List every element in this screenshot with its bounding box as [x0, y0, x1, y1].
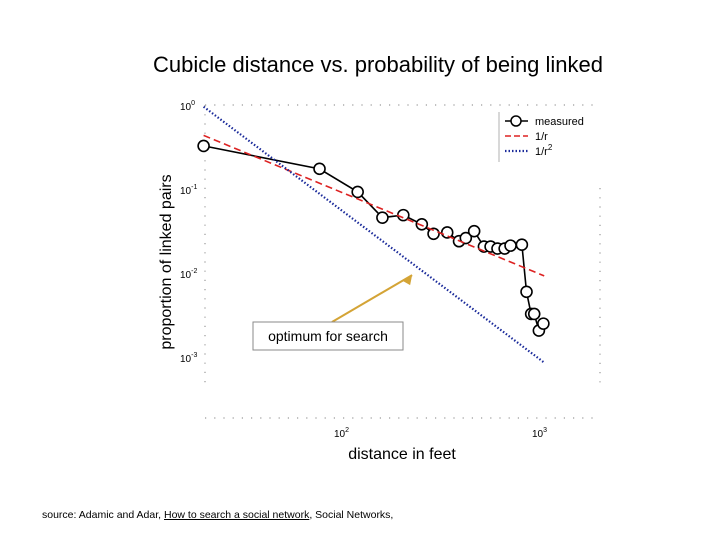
measured-point	[459, 231, 473, 245]
measured-point	[504, 239, 517, 252]
series-line-1	[203, 134, 545, 277]
x-tick-label: 103	[532, 427, 547, 440]
annotation-box	[252, 321, 404, 351]
x-axis-label: distance in feet	[348, 446, 456, 463]
measured-point	[440, 226, 454, 239]
measured-point	[515, 238, 529, 252]
series-line-0	[203, 145, 545, 333]
measured-point	[376, 211, 389, 224]
legend-marker	[510, 115, 522, 127]
x-tick-label: 102	[334, 427, 349, 440]
measured-point	[351, 185, 364, 199]
y-tick-label: 10-1	[180, 184, 197, 197]
source-suffix: , Social Networks,	[309, 509, 394, 521]
slide-title: Cubicle distance vs. probability of bein…	[152, 52, 604, 77]
series-line-2	[202, 105, 545, 364]
measured-point	[520, 285, 533, 299]
measured-point	[537, 317, 550, 330]
axis-ticks: 102 103 100 10-1 10-2 10-3	[180, 100, 547, 440]
y-tick-label: 100	[180, 100, 195, 113]
measured-point	[527, 307, 541, 321]
data-series	[197, 105, 550, 364]
legend: measured 1/r1/r2	[498, 112, 584, 162]
y-tick-label: 10-3	[180, 352, 197, 365]
legend-label: 1/r	[535, 131, 548, 143]
source-paper-link[interactable]: How to search a social network	[164, 509, 310, 521]
measured-point	[415, 217, 429, 231]
source-prefix: source: Adamic and Adar,	[42, 509, 164, 521]
annotation-text: optimum for search	[268, 328, 388, 344]
measured-point	[313, 162, 326, 176]
axes-frame	[204, 104, 601, 419]
legend-label: measured	[535, 116, 584, 128]
source-citation: source: Adamic and Adar, How to search a…	[42, 509, 393, 521]
annotation-arrow	[331, 274, 413, 323]
measured-point	[197, 139, 210, 153]
annotation-arrowhead	[403, 275, 413, 286]
annotation: optimum for search	[252, 274, 413, 351]
y-tick-label: 10-2	[180, 268, 197, 281]
measured-point	[427, 227, 440, 241]
y-axis-label: proportion of linked pairs	[158, 174, 175, 349]
legend-label: 1/r2	[535, 143, 553, 158]
measured-point	[467, 224, 481, 238]
